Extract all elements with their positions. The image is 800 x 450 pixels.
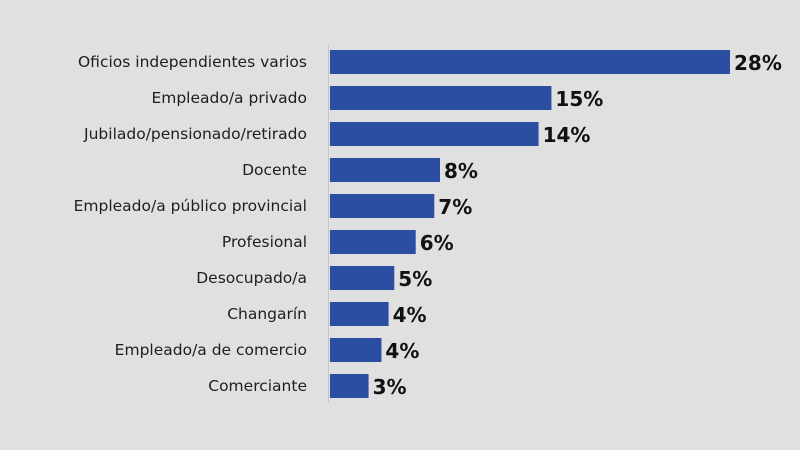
bar bbox=[330, 50, 730, 74]
bar-row: Empleado/a privado 15% bbox=[151, 86, 603, 111]
bar bbox=[330, 194, 435, 218]
category-label: Oficios independientes varios bbox=[78, 53, 307, 71]
value-label: 4% bbox=[385, 339, 419, 363]
bar-row: Jubilado/pensionado/retirado 14% bbox=[83, 122, 590, 147]
category-label: Desocupado/a bbox=[196, 269, 307, 287]
bar bbox=[330, 266, 395, 290]
category-label: Jubilado/pensionado/retirado bbox=[83, 125, 307, 143]
value-label: 14% bbox=[543, 123, 591, 147]
bar bbox=[330, 86, 552, 110]
bar-row: Empleado/a público provincial 7% bbox=[74, 194, 472, 219]
value-label: 8% bbox=[444, 159, 478, 183]
bar-row: Comerciante 3% bbox=[208, 374, 407, 399]
value-label: 5% bbox=[398, 267, 432, 291]
category-label: Changarín bbox=[227, 305, 307, 323]
bar bbox=[330, 230, 416, 254]
value-label: 3% bbox=[373, 375, 407, 399]
bar-row: Oficios independientes varios 28% bbox=[78, 50, 782, 75]
bar bbox=[330, 302, 389, 326]
bar-row: Empleado/a de comercio 4% bbox=[115, 338, 419, 363]
category-label: Comerciante bbox=[208, 377, 307, 395]
bar bbox=[330, 338, 382, 362]
bar-row: Profesional 6% bbox=[222, 230, 454, 255]
value-label: 28% bbox=[734, 51, 782, 75]
category-label: Profesional bbox=[222, 233, 307, 251]
bar bbox=[330, 158, 440, 182]
bar-row: Docente 8% bbox=[242, 158, 478, 183]
category-label: Empleado/a de comercio bbox=[115, 341, 307, 359]
bar bbox=[330, 122, 539, 146]
category-label: Empleado/a público provincial bbox=[74, 197, 307, 215]
category-label: Docente bbox=[242, 161, 307, 179]
category-label: Empleado/a privado bbox=[151, 89, 307, 107]
value-label: 7% bbox=[438, 195, 472, 219]
value-label: 15% bbox=[555, 87, 603, 111]
bar-row: Changarín 4% bbox=[227, 302, 427, 327]
value-label: 4% bbox=[393, 303, 427, 327]
bar bbox=[330, 374, 369, 398]
value-label: 6% bbox=[420, 231, 454, 255]
bar-row: Desocupado/a 5% bbox=[196, 266, 432, 291]
